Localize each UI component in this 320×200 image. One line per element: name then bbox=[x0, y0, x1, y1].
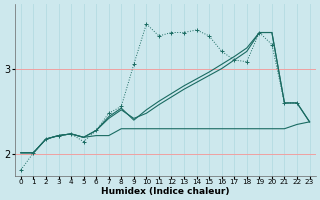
X-axis label: Humidex (Indice chaleur): Humidex (Indice chaleur) bbox=[101, 187, 229, 196]
